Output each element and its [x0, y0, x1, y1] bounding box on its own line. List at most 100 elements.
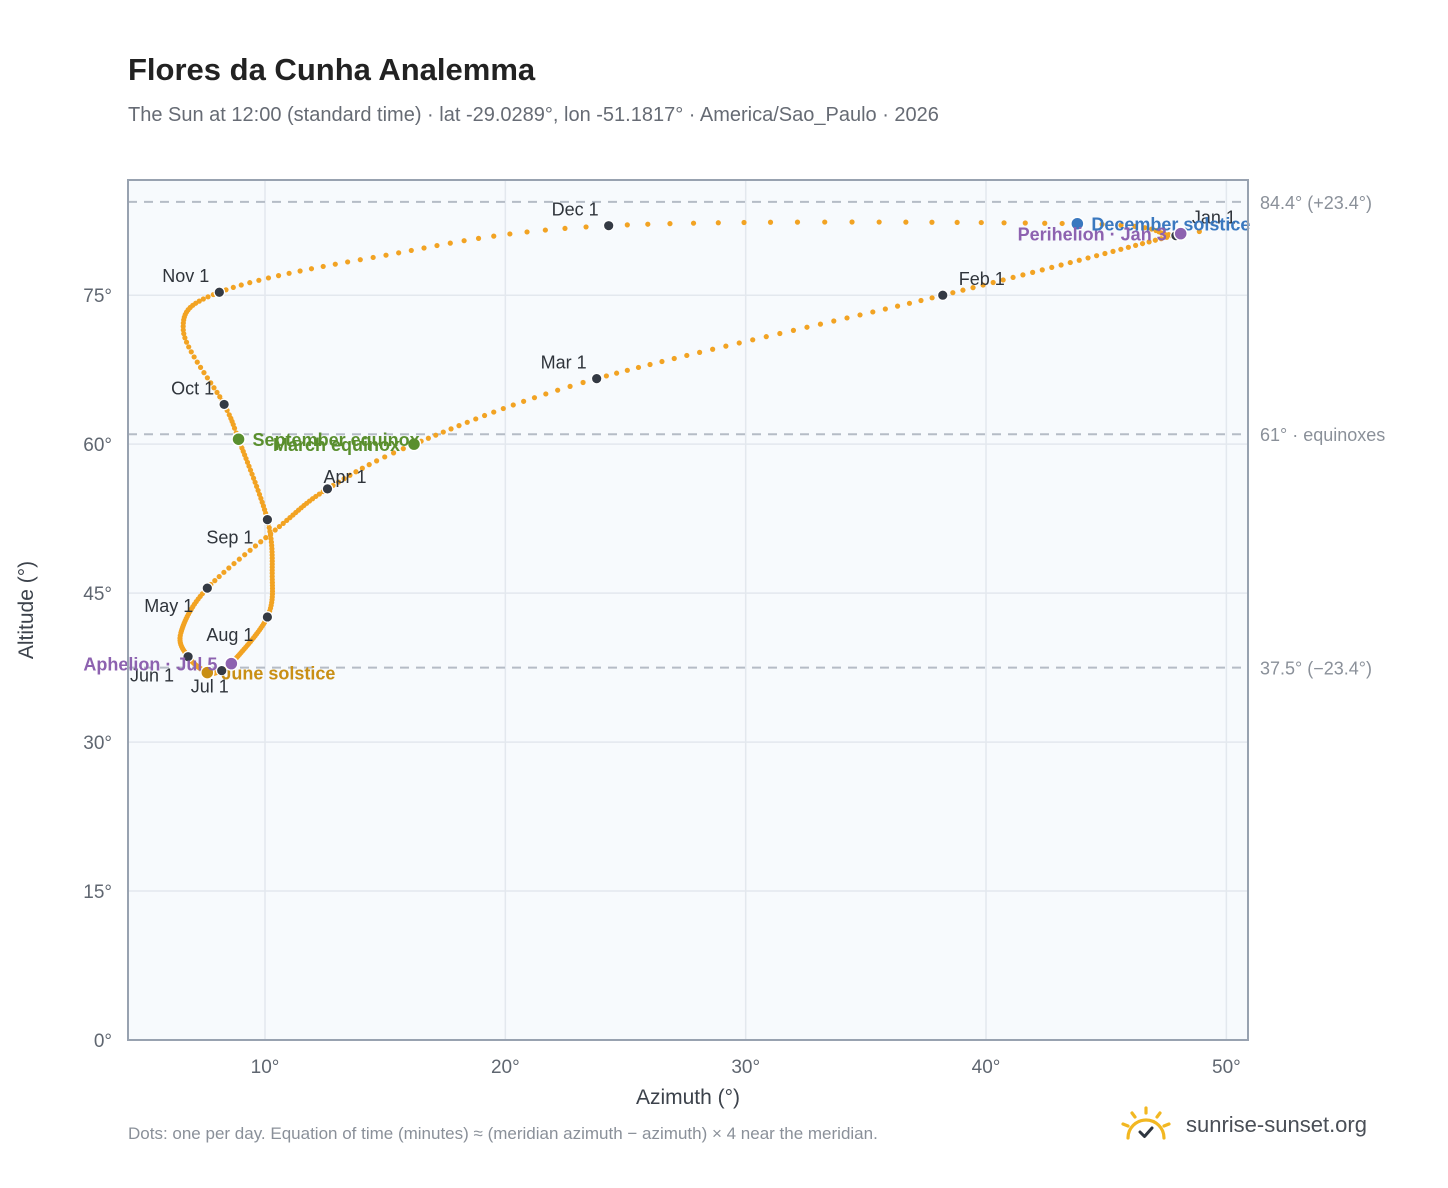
daily-sun-dot: [226, 565, 232, 571]
daily-sun-dot: [247, 280, 253, 286]
daily-sun-dot: [226, 412, 232, 418]
daily-sun-dot: [1058, 262, 1064, 268]
daily-sun-dot: [1059, 220, 1065, 227]
special-point-marker: [200, 665, 215, 680]
y-tick-label: 30°: [83, 733, 112, 754]
daily-sun-dot: [421, 245, 427, 251]
month-marker: [218, 398, 230, 411]
grid: [128, 180, 1248, 1040]
daily-sun-dot: [400, 446, 406, 452]
daily-sun-dot: [1001, 220, 1007, 226]
daily-sun-dot: [242, 552, 248, 558]
y-axis-title: Altitude (°): [15, 561, 38, 659]
month-marker: [182, 650, 194, 663]
special-point-label: Perihelion · Jan 3: [1018, 225, 1167, 245]
daily-sun-dot: [335, 479, 342, 485]
x-tick-label: 50°: [1212, 1057, 1241, 1078]
daily-sun-dot: [197, 364, 204, 370]
daily-sun-dot: [383, 252, 389, 258]
month-marker-label: Feb 1: [959, 269, 1005, 289]
special-point-label: December solstice: [1091, 215, 1250, 235]
chart-subtitle: The Sun at 12:00 (standard time) · lat -…: [128, 104, 939, 126]
daily-sun-dot: [475, 235, 482, 241]
daily-sun-dot: [258, 539, 264, 545]
daily-sun-dot: [481, 412, 488, 419]
daily-sun-dot: [954, 219, 960, 226]
daily-sun-dot: [736, 340, 742, 346]
daily-sun-dot: [447, 240, 453, 246]
daily-sun-dot: [929, 219, 935, 225]
special-point-marker: [1173, 226, 1188, 241]
daily-sun-dot: [1039, 267, 1045, 273]
daily-sun-dot: [374, 458, 380, 464]
daily-sun-dot: [217, 394, 223, 400]
daily-sun-dot: [614, 370, 620, 376]
daily-sun-dot: [849, 219, 855, 225]
month-marker-label: Sep 1: [206, 528, 253, 548]
month-marker-label: Oct 1: [171, 378, 214, 398]
daily-sun-dot: [1076, 257, 1082, 263]
daily-sun-dot: [359, 465, 365, 471]
month-marker: [215, 664, 228, 677]
daily-sun-dot: [918, 297, 924, 304]
month-marker-label: Nov 1: [162, 266, 209, 286]
daily-sun-dot: [980, 282, 986, 288]
daily-sun-dot: [230, 284, 236, 291]
daily-sun-dot: [970, 285, 976, 291]
daily-sun-dot: [256, 491, 263, 498]
brand[interactable]: sunrise-sunset.org: [1118, 1100, 1367, 1150]
daily-sun-dot: [205, 294, 211, 300]
daily-sun-dot: [216, 573, 222, 580]
footnote: Dots: one per day. Equation of time (min…: [128, 1124, 878, 1143]
daily-sun-dot: [1093, 253, 1100, 259]
month-marker: [201, 582, 214, 594]
month-marker: [590, 372, 603, 385]
daily-sun-dot: [345, 259, 351, 265]
y-tick-label: 0°: [94, 1031, 112, 1052]
x-tick-label: 40°: [972, 1057, 1001, 1078]
daily-sun-dot: [567, 383, 573, 389]
daily-sun-dot: [256, 277, 262, 283]
reference-line-label: 61° · equinoxes: [1260, 425, 1385, 445]
x-tick-label: 30°: [731, 1057, 760, 1078]
daily-sun-dot: [1067, 259, 1073, 266]
special-point-label: Aphelion · Jul 5: [83, 655, 217, 675]
daily-sun-dot: [252, 479, 258, 485]
month-marker-label: Jul 1: [191, 677, 229, 697]
daily-sun-dot: [710, 346, 716, 352]
reference-lines: 84.4° (+23.4°) 61° · equinoxes 37.5° (−23.…: [128, 193, 1385, 679]
daily-sun-dot: [1030, 269, 1036, 275]
daily-sun-dot: [555, 387, 561, 393]
daily-sun-dot: [286, 270, 292, 276]
daily-sun-dot: [236, 556, 242, 562]
daily-sun-dot: [1166, 232, 1172, 238]
daily-sun-dot: [690, 220, 697, 226]
daily-sun-dot: [667, 221, 673, 227]
month-marker-label: Apr 1: [323, 467, 366, 487]
daily-sun-dot: [396, 250, 402, 256]
daily-sun-dot: [1132, 223, 1138, 229]
chart-title: Flores da Cunha Analemma: [128, 52, 536, 87]
y-tick-label: 60°: [83, 435, 112, 456]
month-markers: Jan 1 Feb 1 Mar 1 Apr 1 May 1 Jun 1 Jul 1 Aug 1…: [130, 200, 1236, 697]
daily-sun-dot: [491, 409, 497, 415]
daily-sun-dot: [308, 266, 315, 272]
daily-sun-dot: [433, 432, 439, 438]
daily-sun-dot: [876, 219, 882, 225]
daily-sun-dot: [906, 300, 913, 306]
x-tick-label: 10°: [251, 1057, 280, 1078]
daily-sun-dot: [263, 535, 269, 541]
axes: 10° 20° 30° 40° 50° 0° 15° 30° 45° 60° 75° Azimuth …: [15, 286, 1241, 1109]
daily-sun-dot: [624, 222, 630, 228]
daily-sun-dot: [332, 261, 338, 267]
daily-sun-dot: [204, 375, 210, 381]
daily-sun-dot: [188, 349, 194, 355]
daily-sun-dot: [408, 247, 414, 254]
daily-sun-dot: [580, 379, 586, 386]
daily-sun-dot: [950, 290, 956, 296]
daily-sun-dot: [870, 309, 876, 315]
daily-sun-dot: [231, 560, 237, 567]
daily-sun-dot: [562, 225, 568, 232]
plot-frame: [127, 179, 1249, 1041]
